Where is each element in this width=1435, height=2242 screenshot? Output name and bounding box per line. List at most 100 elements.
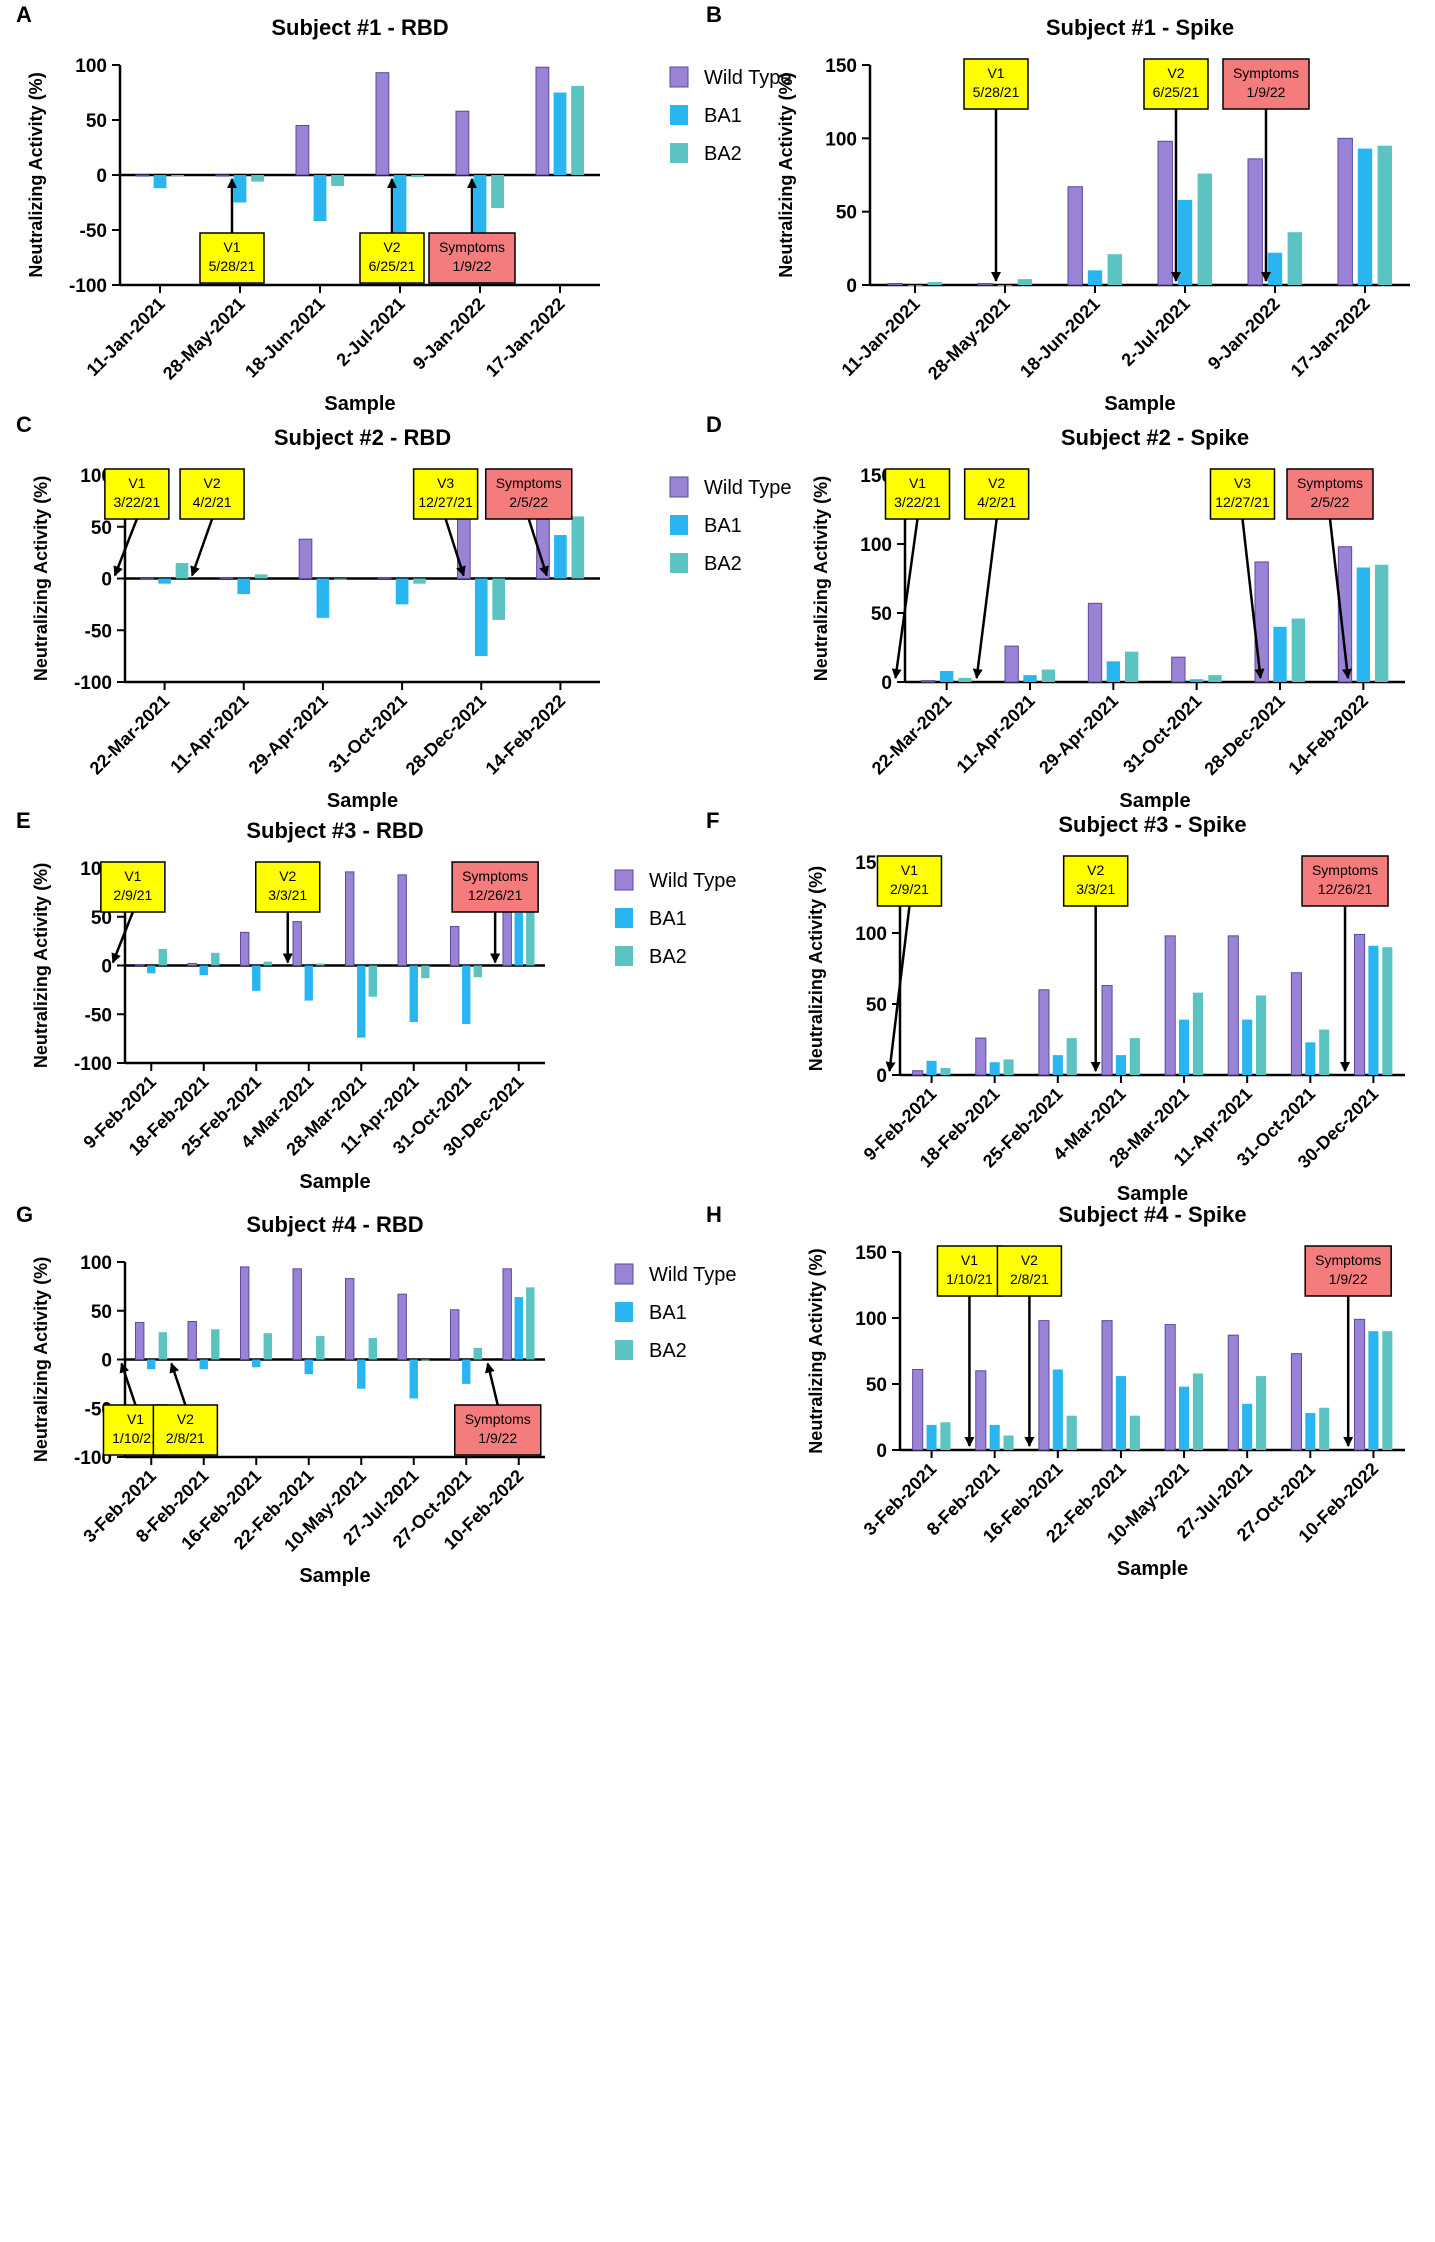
x-tick-label: 14-Feb-2022 (482, 691, 570, 779)
annotation-label: 1/9/22 (1329, 1271, 1368, 1287)
annotation-box-vaccine (1209, 468, 1276, 520)
bar-wild-type (1164, 935, 1176, 1076)
y-axis-label: Neutralizing Activity (%) (31, 476, 51, 681)
annotation-arrow (444, 518, 466, 577)
bar-ba2 (368, 1338, 377, 1360)
annotation-label: Symptoms (496, 475, 562, 491)
annotation-box-symptoms (485, 468, 573, 520)
bar-ba1 (1242, 1403, 1253, 1450)
bar-ba1 (926, 1060, 937, 1075)
chart-panel-D: D Subject #2 - Spike 150 100 50 0 Neutralizing… (706, 412, 1405, 812)
annotation-label: V2 (1087, 862, 1104, 878)
legend-swatch (669, 66, 689, 88)
annotation-label: 4/2/21 (977, 494, 1016, 510)
x-tick-label: 28-Dec-2021 (402, 691, 490, 779)
y-tick-label: 150 (855, 1243, 887, 1264)
bar-ba2 (421, 1359, 430, 1361)
bar-ba2 (1017, 279, 1032, 285)
legend-label: BA2 (704, 143, 742, 165)
y-tick-label: 50 (866, 995, 887, 1016)
annotation-box-vaccine (876, 855, 943, 907)
bar-ba2 (263, 961, 272, 966)
annotation-arrow (891, 518, 919, 679)
bar-wild-type (219, 576, 234, 580)
bar-wild-type (345, 871, 355, 967)
bar-wild-type (1337, 546, 1353, 683)
annotation-box-vaccine (412, 468, 479, 520)
legend-swatch (615, 946, 633, 966)
annotation-arrow (885, 905, 911, 1072)
annotation-box-symptoms (1301, 855, 1389, 907)
x-tick-label: 9-Jan-2022 (409, 294, 489, 374)
y-tick-label: 50 (86, 111, 107, 132)
legend-label: BA1 (704, 105, 742, 127)
x-tick-label: 11-Apr-2021 (953, 691, 1039, 777)
y-tick-label: 100 (75, 56, 107, 77)
y-tick-label: 50 (91, 908, 112, 929)
annotation-label: 1/9/22 (453, 258, 492, 274)
annotation-label: V2 (988, 475, 1005, 491)
annotation-label: V2 (383, 239, 400, 255)
annotation-label: 2/9/21 (113, 887, 152, 903)
annotation-label: 5/28/21 (973, 84, 1020, 100)
annotation-label: 12/27/21 (418, 494, 473, 510)
y-tick-label: 150 (825, 56, 857, 77)
x-tick-label: 18-Jun-2021 (1016, 294, 1104, 382)
bar-ba1 (1179, 1386, 1190, 1450)
annotation-box-symptoms (1286, 468, 1374, 520)
bar-ba1 (1305, 1413, 1316, 1450)
y-tick-label: 0 (876, 1441, 887, 1462)
bar-ba2 (491, 175, 504, 208)
bar-ba2 (940, 1422, 951, 1450)
bar-ba2 (1107, 254, 1122, 285)
bar-ba1 (409, 1359, 418, 1399)
bar-wild-type (187, 1320, 197, 1360)
y-tick-label: 100 (855, 924, 887, 945)
bar-ba1 (1267, 252, 1283, 285)
bar-ba1 (1273, 626, 1287, 682)
annotation-box-symptoms (454, 1404, 542, 1456)
x-axis-label: Sample (1119, 790, 1190, 812)
bar-wild-type (135, 174, 150, 177)
y-tick-label: -100 (74, 1054, 112, 1075)
bar-wild-type (535, 66, 550, 176)
bar-ba1 (147, 965, 156, 974)
bar-ba2 (211, 952, 220, 966)
x-tick-label: 29-Apr-2021 (1035, 691, 1122, 778)
bar-ba2 (526, 902, 535, 966)
bar-ba2 (1066, 1415, 1077, 1450)
y-tick-label: 100 (825, 129, 857, 150)
annotation-arrow (190, 518, 214, 577)
annotation-label: 1/9/22 (478, 1430, 517, 1446)
chart-panel-C: C Subject #2 - RBD 100 50 0 -50 -100 Neutralizi… (16, 412, 791, 812)
bar-wild-type (377, 576, 392, 580)
annotation-label: 4/2/21 (193, 494, 232, 510)
bar-ba1 (989, 1424, 1000, 1450)
x-axis-label: Sample (1117, 1183, 1188, 1205)
x-tick-label: 31-Oct-2021 (325, 691, 411, 777)
annotation-label: Symptoms (465, 1411, 531, 1427)
chart-panel-A: A Subject #1 - RBD 100 50 0 -50 -100 Neutralizi… (16, 2, 791, 415)
y-tick-label: 0 (101, 957, 112, 978)
bar-ba2 (1066, 1038, 1077, 1075)
y-tick-label: 100 (860, 535, 892, 556)
bar-wild-type (135, 1321, 145, 1360)
bar-wild-type (135, 964, 145, 967)
y-tick-label: -100 (74, 673, 112, 694)
bar-wild-type (975, 1370, 987, 1451)
bar-ba1 (1115, 1376, 1126, 1450)
bar-wild-type (1227, 1334, 1239, 1451)
bar-ba1 (926, 1424, 937, 1450)
y-tick-label: 50 (91, 518, 112, 539)
bar-ba2 (1291, 618, 1305, 682)
bar-wild-type (455, 110, 470, 176)
annotation-arrow (527, 518, 549, 577)
bar-ba1 (1179, 1019, 1190, 1075)
bar-wild-type (1337, 137, 1353, 286)
legend-swatch (670, 515, 688, 535)
legend-label: Wild Type (704, 477, 791, 499)
bar-ba2 (263, 1333, 272, 1360)
bar-wild-type (240, 1266, 250, 1360)
chart-title: Subject #4 - RBD (246, 1212, 423, 1237)
bar-wild-type (1038, 1320, 1050, 1451)
